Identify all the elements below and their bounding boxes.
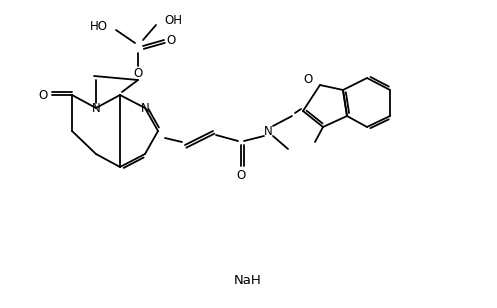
Text: O: O [133,67,143,79]
Text: O: O [237,168,246,181]
Text: O: O [166,34,175,47]
Text: N: N [263,124,272,137]
Text: NaH: NaH [234,274,262,286]
Text: OH: OH [164,14,182,26]
Text: N: N [141,102,150,115]
Text: N: N [91,102,100,115]
Text: HO: HO [90,19,108,33]
Text: O: O [303,72,313,86]
Text: O: O [38,88,48,102]
